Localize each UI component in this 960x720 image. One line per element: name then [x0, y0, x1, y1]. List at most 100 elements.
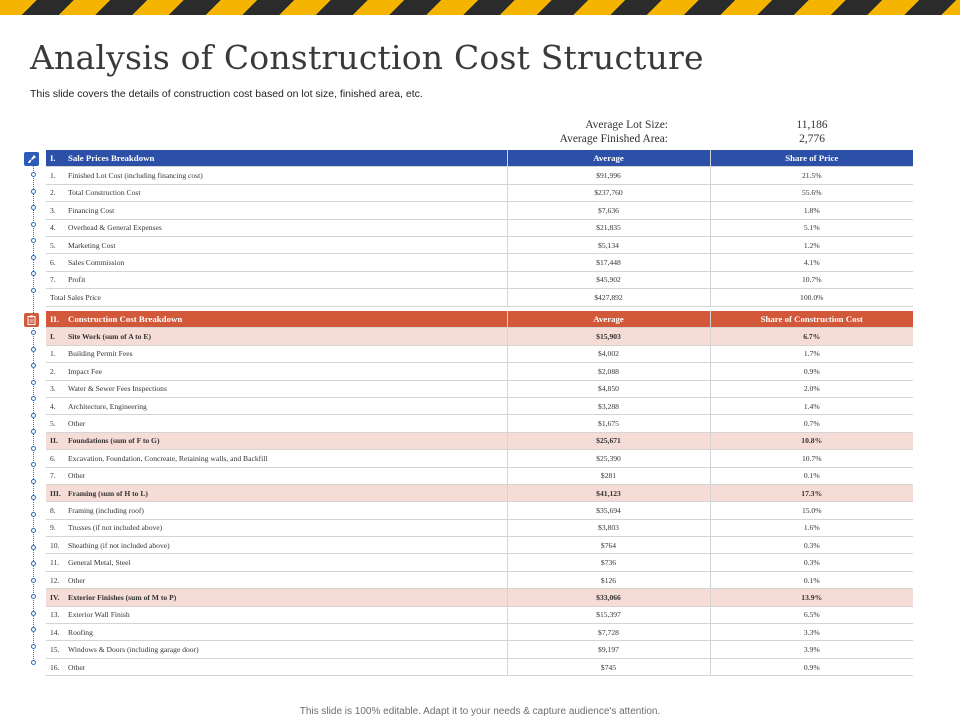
table-row: III. Framing (sum of H to L) $41,123 17.3% — [46, 484, 913, 503]
row-average: $427,892 — [506, 288, 710, 307]
timeline-node — [31, 594, 36, 599]
row-share: 0.1% — [709, 571, 913, 590]
timeline-node — [31, 205, 36, 210]
table-row: 13. Exterior Wall Finish $15,397 6.5% — [46, 606, 913, 625]
timeline-node — [31, 462, 36, 467]
table-row: 1. Building Permit Fees $4,002 1.7% — [46, 345, 913, 364]
sale-prices-table: I. Sale Prices Breakdown Average Share of… — [46, 150, 913, 307]
row-label-cell: 14. Roofing — [46, 623, 507, 642]
table-row: 3. Water & Sewer Fees Inspections $4,850 2.… — [46, 380, 913, 398]
timeline-node — [31, 445, 36, 451]
row-label: Marketing Cost — [68, 240, 116, 250]
section-number: II. — [50, 314, 60, 325]
timeline-node — [31, 379, 36, 385]
construction-cost-header: II. Construction Cost Breakdown Average S… — [46, 311, 913, 329]
row-average: $3,288 — [506, 397, 710, 416]
row-label: Overhead & General Expenses — [68, 223, 162, 233]
row-average: $91,996 — [506, 166, 710, 185]
row-label: Water & Sewer Fees Inspections — [68, 384, 167, 394]
row-number: 2. — [50, 366, 56, 376]
row-share: 6.7% — [709, 327, 913, 346]
row-share: 3.3% — [709, 623, 913, 642]
timeline-node — [31, 478, 36, 484]
row-label: Impact Fee — [68, 366, 102, 376]
row-average: $25,671 — [506, 432, 710, 451]
row-label: Trusses (if not included above) — [68, 523, 163, 533]
summary-values: 11,186 2,776 — [712, 118, 912, 146]
row-number: 5. — [50, 240, 56, 250]
finished-area-value: 2,776 — [799, 133, 825, 145]
row-label: Total Construction Cost — [68, 188, 141, 198]
page-title: Analysis of Construction Cost Structure — [30, 38, 704, 77]
timeline-node — [31, 544, 36, 550]
row-share: 1.4% — [709, 397, 913, 416]
summary-labels: Average Lot Size: Average Finished Area: — [520, 118, 668, 146]
col-average-header: Average — [506, 150, 710, 168]
row-label: Total Sales Price — [50, 292, 101, 302]
timeline-node — [31, 429, 36, 434]
row-label-cell: 2. Impact Fee — [46, 362, 507, 381]
table-row: 2. Total Construction Cost $237,760 55.6% — [46, 184, 913, 203]
row-average: $9,197 — [506, 640, 710, 659]
row-label: Sales Commission — [68, 258, 125, 268]
row-share: 10.8% — [709, 432, 913, 451]
row-label: Exterior Wall Finish — [68, 610, 130, 620]
row-label: Roofing — [68, 627, 93, 637]
timeline-node — [31, 254, 36, 260]
row-label: Excavation, Foundation, Concreate, Retai… — [68, 453, 268, 463]
row-average: $45,902 — [506, 271, 710, 290]
table-row: 11. General Metal, Steel $736 0.3% — [46, 553, 913, 572]
table-row: 1. Finished Lot Cost (including financing… — [46, 166, 913, 185]
row-number: 7. — [50, 275, 56, 285]
row-share: 1.7% — [709, 345, 913, 364]
row-label-cell: 10. Sheathing (if not included above) — [46, 536, 507, 555]
row-number: 4. — [50, 223, 56, 233]
row-average: $41,123 — [506, 484, 710, 503]
table-row: 6. Excavation, Foundation, Concreate, Ret… — [46, 449, 913, 468]
timeline-node — [31, 495, 36, 500]
row-average: $17,448 — [506, 253, 710, 272]
timeline-node — [31, 271, 36, 276]
timeline-node — [31, 577, 36, 583]
row-label: Foundations (sum of F to G) — [68, 436, 160, 446]
row-label: Finished Lot Cost (including financing c… — [68, 171, 203, 181]
table-row: 5. Other $1,675 0.7% — [46, 414, 913, 433]
row-label-cell: 4. Overhead & General Expenses — [46, 219, 507, 237]
row-number: 3. — [50, 205, 56, 215]
row-share: 55.6% — [709, 184, 913, 203]
row-share: 10.7% — [709, 271, 913, 290]
row-number: 9. — [50, 523, 56, 533]
row-number: 3. — [50, 384, 56, 394]
row-number: 12. — [50, 575, 60, 585]
row-label-cell: III. Framing (sum of H to L) — [46, 484, 507, 503]
row-number: 8. — [50, 505, 56, 515]
row-label-cell: 3. Water & Sewer Fees Inspections — [46, 380, 507, 398]
row-label-cell: 1. Finished Lot Cost (including financing… — [46, 166, 507, 185]
clipboard-icon — [24, 313, 39, 327]
timeline-node — [31, 238, 36, 243]
table-row: 3. Financing Cost $7,636 1.8% — [46, 201, 913, 220]
page-subtitle: This slide covers the details of constru… — [30, 88, 423, 100]
row-label-cell: Total Sales Price — [46, 288, 507, 307]
sale-prices-header: I. Sale Prices Breakdown Average Share of… — [46, 150, 913, 168]
row-average: $7,728 — [506, 623, 710, 642]
timeline-node — [31, 188, 36, 194]
row-label-cell: 6. Excavation, Foundation, Concreate, Ret… — [46, 449, 507, 468]
row-label-cell: 6. Sales Commission — [46, 253, 507, 272]
row-share: 0.3% — [709, 553, 913, 572]
row-number: I. — [50, 332, 55, 342]
timeline-node — [31, 346, 36, 352]
row-number: 6. — [50, 258, 56, 268]
row-share: 0.9% — [709, 658, 913, 677]
row-label-cell: 9. Trusses (if not included above) — [46, 519, 507, 538]
timeline-node — [31, 172, 36, 177]
table-row: 7. Other $281 0.1% — [46, 467, 913, 485]
row-label: Other — [68, 419, 86, 429]
row-label: Other — [68, 662, 86, 672]
row-average: $5,134 — [506, 236, 710, 255]
row-average: $21,835 — [506, 219, 710, 237]
row-share: 6.5% — [709, 606, 913, 625]
timeline-node — [31, 561, 36, 566]
row-number: 16. — [50, 662, 60, 672]
sale-prices-header-label: I. Sale Prices Breakdown — [46, 150, 507, 168]
